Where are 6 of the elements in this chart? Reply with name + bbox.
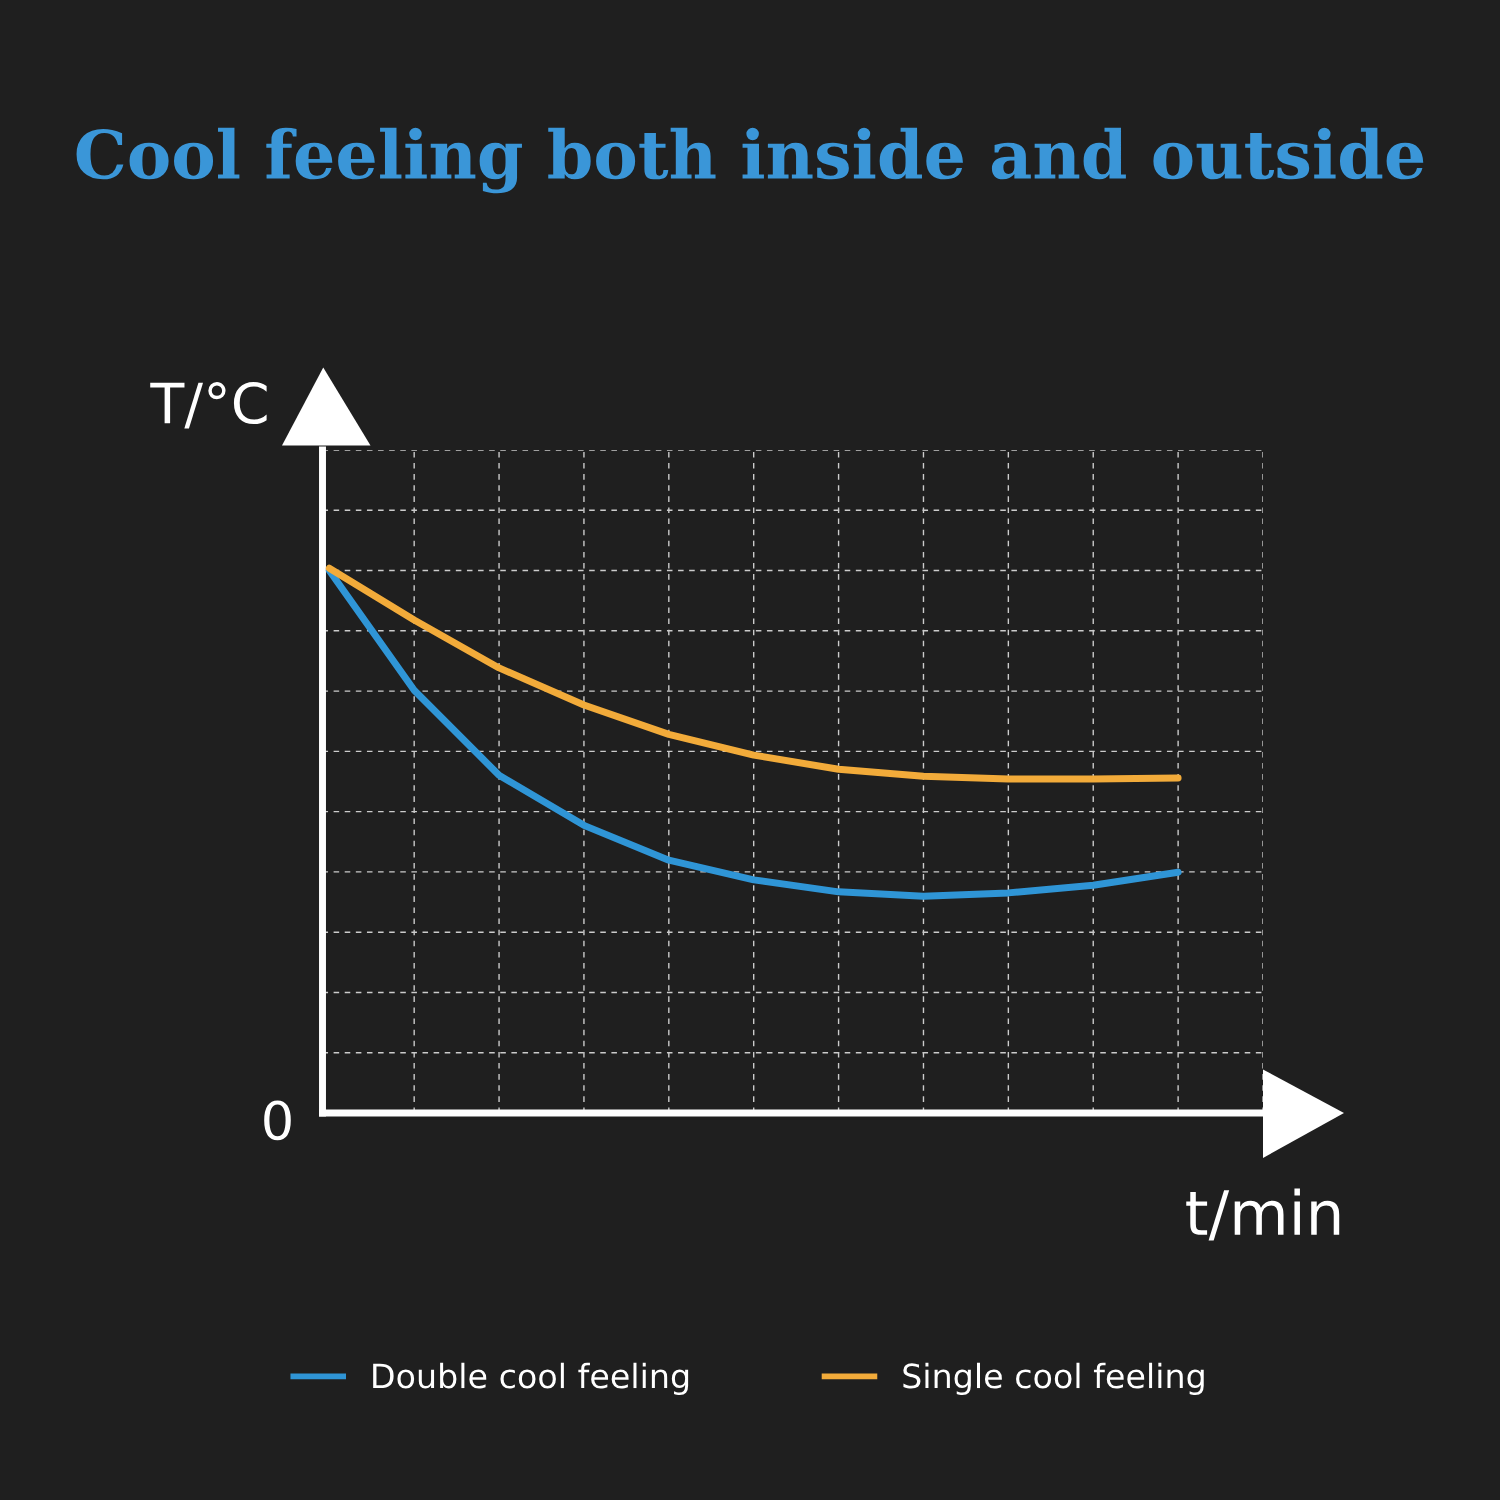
chart-title: Cool feeling both inside and outside [76,127,1424,194]
x-axis-title: t/min [1186,1188,1340,1241]
legend-label: Single cool feeling [903,1362,1204,1395]
y-axis-title: T/°C [150,382,267,429]
text: 0 [264,1100,291,1141]
legend-label: Double cool feeling [373,1362,689,1395]
